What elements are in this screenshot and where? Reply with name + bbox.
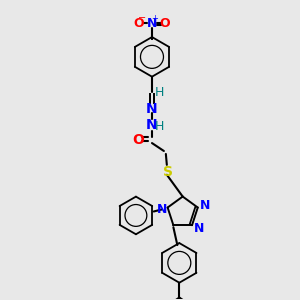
Text: S: S xyxy=(163,165,173,179)
Text: O: O xyxy=(132,133,144,147)
Text: O: O xyxy=(134,17,144,30)
Text: N: N xyxy=(146,118,158,132)
Text: N: N xyxy=(146,102,158,116)
Text: O: O xyxy=(160,17,170,30)
Text: H: H xyxy=(155,120,165,133)
Text: N: N xyxy=(200,199,210,212)
Text: N: N xyxy=(147,17,157,30)
Text: +: + xyxy=(152,14,158,23)
Text: N: N xyxy=(194,222,204,235)
Text: H: H xyxy=(155,86,165,99)
Text: −: − xyxy=(138,13,146,23)
Text: N: N xyxy=(157,203,167,216)
